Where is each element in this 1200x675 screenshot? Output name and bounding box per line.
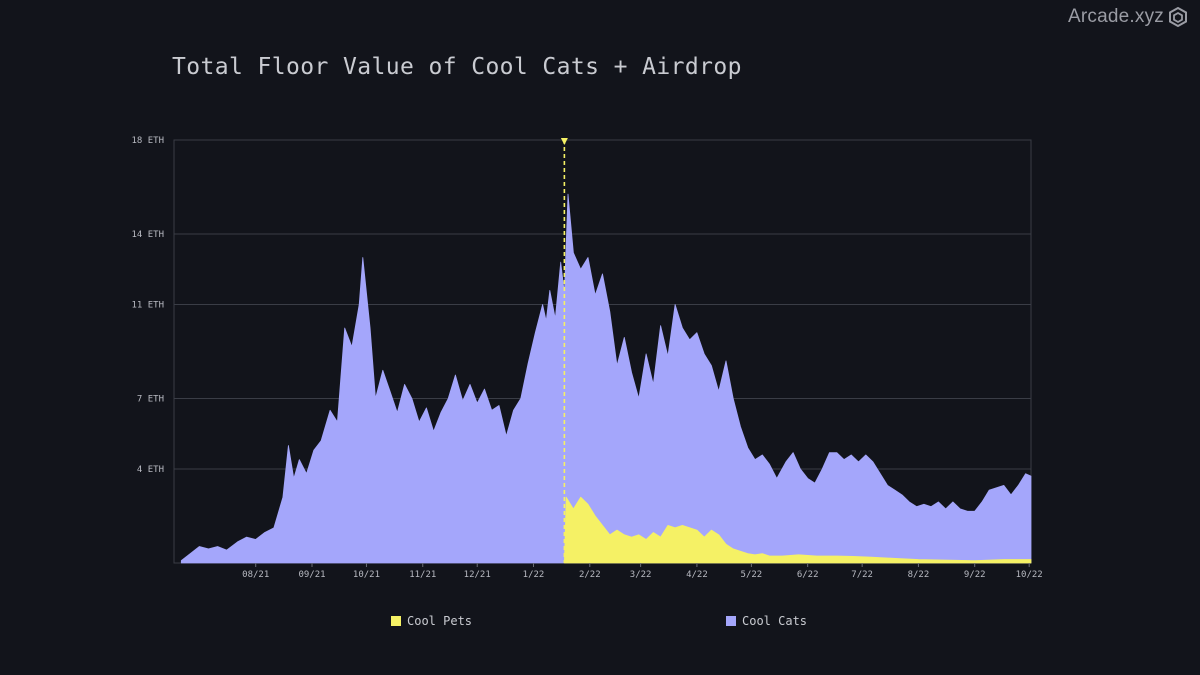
x-tick-label: 2/22 xyxy=(579,570,601,580)
x-tick-label: 6/22 xyxy=(797,570,819,580)
y-tick-label: 14 ETH xyxy=(131,230,164,240)
x-tick-label: 11/21 xyxy=(409,570,436,580)
x-tick-label: 4/22 xyxy=(686,570,708,580)
y-tick-label: 4 ETH xyxy=(137,465,164,475)
area-series-cool-pets xyxy=(564,496,1032,564)
y-tick-label: 11 ETH xyxy=(131,301,164,311)
legend-item-cool-cats: Cool Cats xyxy=(726,614,807,628)
x-tick-label: 1/22 xyxy=(523,570,545,580)
x-tick-label: 10/21 xyxy=(353,570,380,580)
x-tick-label: 09/21 xyxy=(298,570,325,580)
x-tick-label: 7/22 xyxy=(851,570,873,580)
chart-title: Total Floor Value of Cool Cats + Airdrop xyxy=(172,54,742,80)
x-tick-label: 10/22 xyxy=(1016,570,1043,580)
x-tick-label: 8/22 xyxy=(908,570,930,580)
x-tick-label: 08/21 xyxy=(242,570,269,580)
brand-name: Arcade.xyz xyxy=(1068,6,1164,27)
y-tick-label: 7 ETH xyxy=(137,395,164,405)
area-series-cool-cats xyxy=(180,193,1032,564)
x-tick-label: 9/22 xyxy=(964,570,986,580)
brand-logo: Arcade.xyz xyxy=(1068,6,1188,28)
legend-label-cool-pets: Cool Pets xyxy=(407,614,473,628)
x-tick-label: 12/21 xyxy=(464,570,491,580)
airdrop-marker-arrow xyxy=(560,138,568,145)
legend-swatch-cool-pets xyxy=(391,616,401,626)
x-tick-label: 5/22 xyxy=(741,570,763,580)
arcade-hexagon-logo-icon xyxy=(1169,7,1187,27)
legend-label-cool-cats: Cool Cats xyxy=(742,614,808,628)
legend-swatch-cool-cats xyxy=(726,616,736,626)
y-tick-label: 18 ETH xyxy=(131,136,164,146)
legend-item-cool-pets: Cool Pets xyxy=(391,614,472,628)
x-tick-label: 3/22 xyxy=(630,570,652,580)
